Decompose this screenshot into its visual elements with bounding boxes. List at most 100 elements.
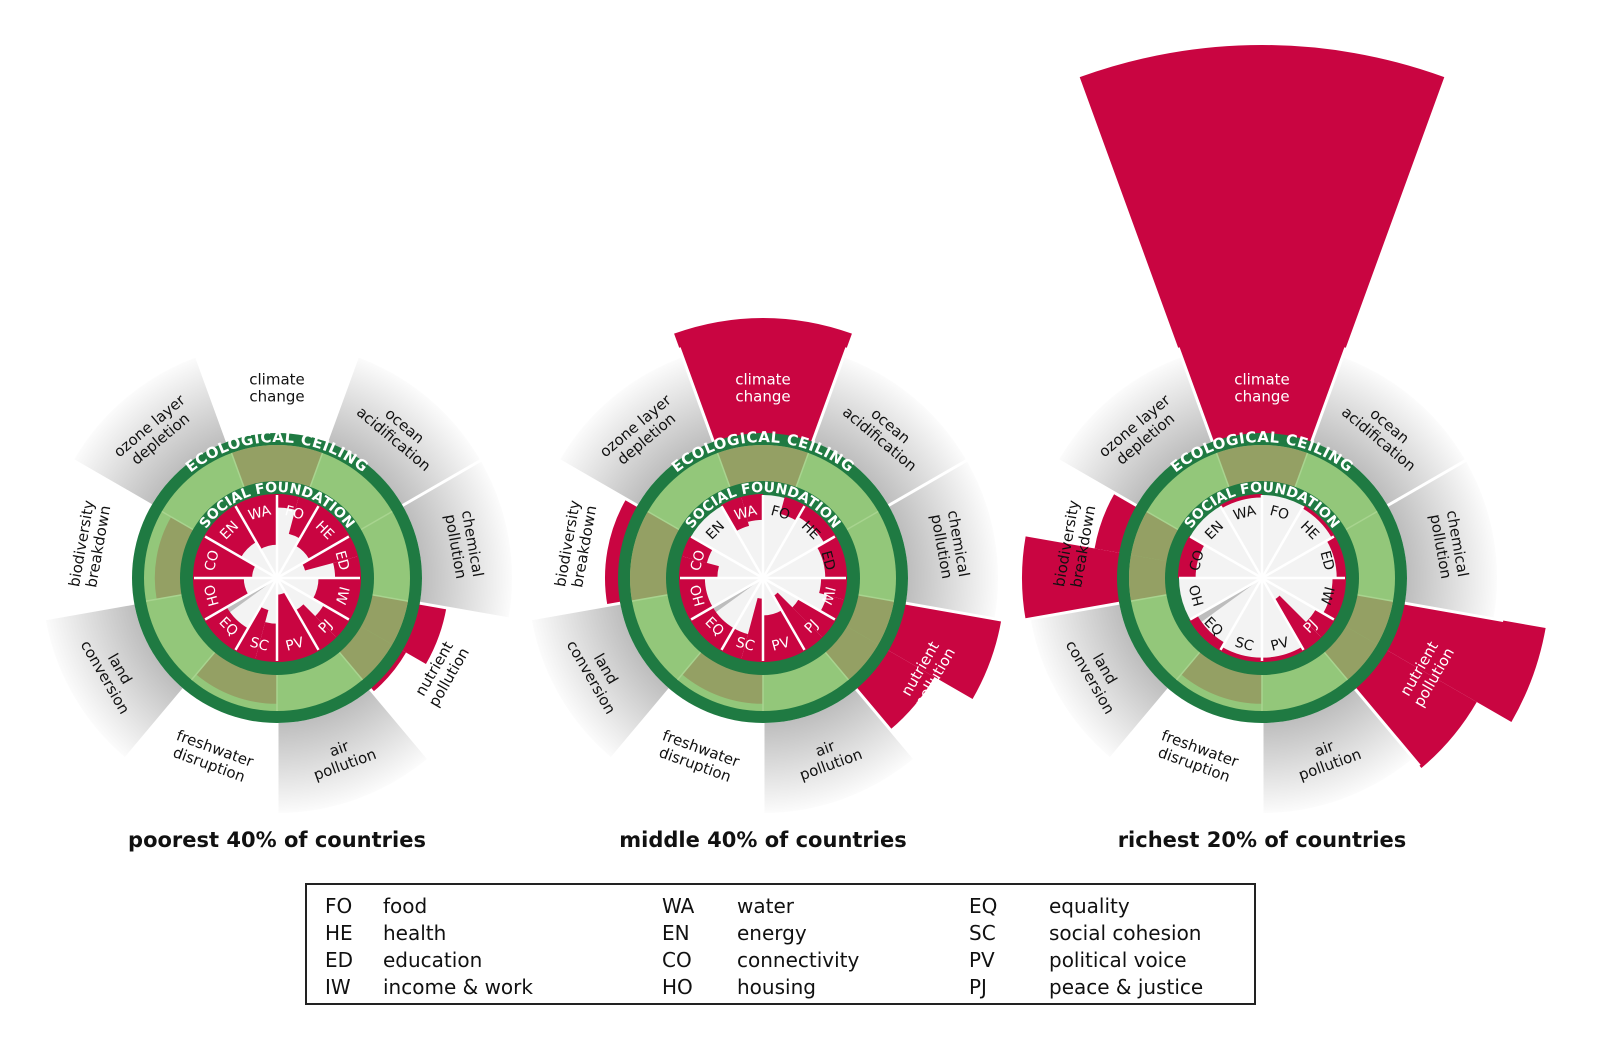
legend-label: peace & justice xyxy=(1049,975,1204,999)
shortfall-IW xyxy=(1323,578,1346,620)
social-code-SC: SC xyxy=(248,635,270,655)
legend-label: social cohesion xyxy=(1049,921,1202,945)
social-code-WA: WA xyxy=(733,503,759,524)
band-divider xyxy=(1146,510,1179,531)
legend-code: WA xyxy=(662,894,695,918)
sector-divider xyxy=(550,454,639,507)
sector-divider xyxy=(118,688,185,767)
social-code-CO: CO xyxy=(202,549,223,573)
shortfall-HO xyxy=(193,578,249,620)
band-divider xyxy=(360,510,393,531)
legend-code: HE xyxy=(325,921,353,945)
social-divider xyxy=(761,505,806,579)
shortfall-WA xyxy=(741,494,763,522)
sector-divider xyxy=(1103,688,1170,767)
sector-ocean xyxy=(326,357,481,506)
social-divider xyxy=(1260,505,1305,579)
legend-label: connectivity xyxy=(737,948,860,972)
band-divider xyxy=(1357,594,1394,602)
social-code-SC: SC xyxy=(734,635,756,655)
shortfall-CO xyxy=(1178,536,1205,578)
sector-ocean xyxy=(1311,357,1466,506)
shortfall-SC xyxy=(721,628,748,660)
sector-air xyxy=(1262,689,1414,813)
legend-box: FO food HE health ED education IW income & work… xyxy=(305,883,1256,1005)
shortfall-PJ xyxy=(1274,595,1322,651)
sector-biodiversity xyxy=(42,460,152,619)
shortfall-EQ xyxy=(204,607,248,651)
sector-divider xyxy=(1049,454,1138,507)
overshoot-biodiversity xyxy=(1022,536,1122,620)
sector-chemical xyxy=(402,460,512,619)
social-divider xyxy=(275,577,320,651)
social-divider xyxy=(720,577,765,651)
shortfall-PV xyxy=(277,592,319,662)
social-code-IW: IW xyxy=(332,585,352,607)
sector-divider xyxy=(1310,347,1348,443)
social-divider xyxy=(690,535,764,580)
sector-freshwater xyxy=(1110,689,1262,813)
boundary-use-freshwater xyxy=(682,651,763,704)
shortfall-ED xyxy=(1326,536,1346,578)
shortfall-PJ xyxy=(315,604,350,638)
label-line: air xyxy=(327,736,352,760)
no-data-wedge xyxy=(1190,578,1262,627)
shortfall-EN xyxy=(204,505,257,558)
sector-divider xyxy=(521,601,621,623)
overshoot-nutrient xyxy=(400,602,447,664)
boundary-use-climate xyxy=(231,445,323,488)
boundary-use-freshwater xyxy=(1181,651,1262,704)
boundary-use-climate xyxy=(717,444,809,488)
legend-code: IW xyxy=(325,975,351,999)
band-divider xyxy=(338,651,364,681)
shortfall-SC xyxy=(235,606,269,660)
social-divider xyxy=(720,505,765,579)
sector-divider xyxy=(325,347,363,443)
band-divider xyxy=(1345,510,1378,531)
label-line: change xyxy=(249,388,304,406)
boundary-use-climate xyxy=(1216,445,1308,488)
label-line: climate xyxy=(1234,371,1290,389)
shortfall-ED xyxy=(302,536,359,571)
sector-climate xyxy=(196,343,358,442)
shortfall-CO xyxy=(679,556,719,578)
band-divider xyxy=(795,452,810,488)
sector-divider xyxy=(604,688,671,767)
sector-divider xyxy=(1176,347,1214,443)
social-code-SC: SC xyxy=(1233,635,1255,655)
social-code-ED: ED xyxy=(331,549,352,572)
sector-divider xyxy=(811,347,849,443)
band-divider xyxy=(1175,651,1201,681)
social-divider xyxy=(276,535,350,580)
shortfall-WA xyxy=(721,496,750,532)
boundary-use-biodiversity xyxy=(1129,554,1168,602)
social-divider xyxy=(1189,576,1263,621)
shortfall-WA xyxy=(1220,494,1262,509)
social-code-PV: PV xyxy=(284,634,306,654)
social-code-CO: CO xyxy=(1187,549,1208,573)
shortfall-SC xyxy=(741,598,763,662)
sector-land xyxy=(531,603,670,759)
sector-land xyxy=(1030,603,1169,759)
sector-chemical xyxy=(1387,460,1497,619)
sector-land xyxy=(45,603,184,759)
social-divider xyxy=(276,576,350,621)
shortfall-ED xyxy=(333,556,361,578)
legend-label: health xyxy=(383,921,447,945)
label-line: air xyxy=(1312,736,1337,760)
shortfall-CO xyxy=(681,536,713,563)
social-divider xyxy=(762,576,836,621)
legend-label: housing xyxy=(737,975,816,999)
legend-label: education xyxy=(383,948,483,972)
sector-divider xyxy=(887,454,976,507)
sector-divider xyxy=(855,688,922,767)
title-poorest: poorest 40% of countries xyxy=(128,828,426,852)
sector-divider xyxy=(1020,601,1120,623)
band-divider xyxy=(858,594,895,602)
legend-label: political voice xyxy=(1049,948,1187,972)
social-code-IW: IW xyxy=(818,585,838,607)
band-divider xyxy=(824,651,850,681)
label-line: air xyxy=(813,736,838,760)
social-divider xyxy=(234,577,279,651)
